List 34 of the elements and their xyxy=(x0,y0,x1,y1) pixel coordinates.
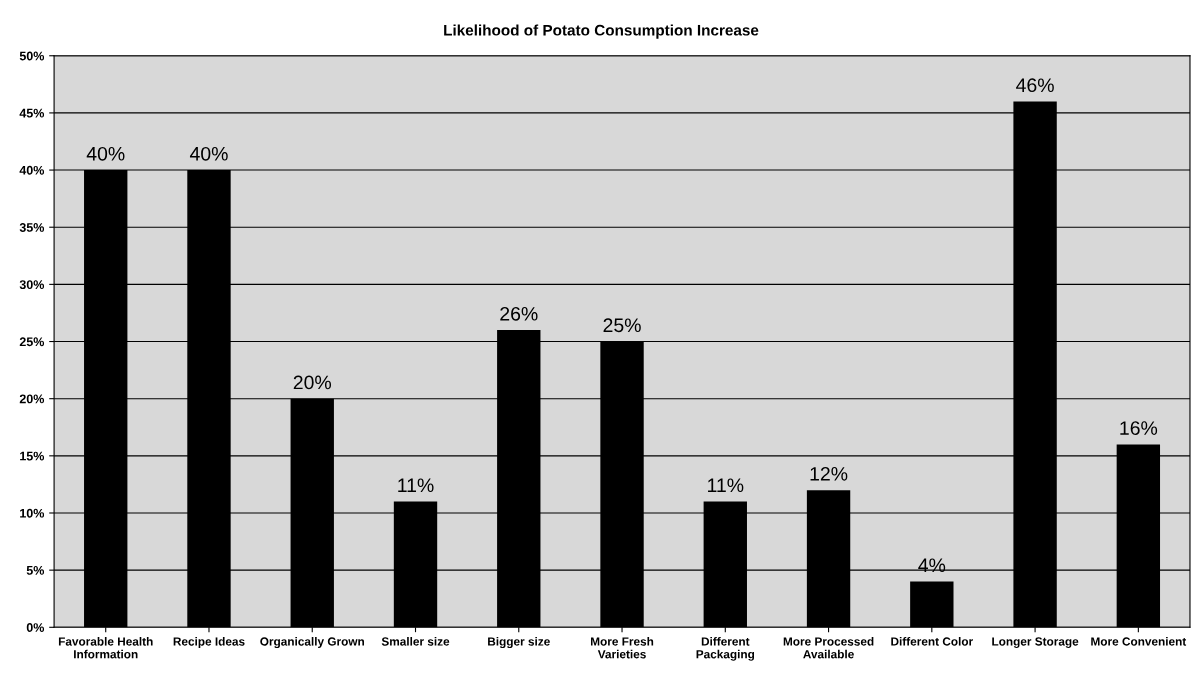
data-label: 20% xyxy=(293,375,332,390)
x-tick-label: Different Packaging xyxy=(696,637,755,661)
x-tick-label: Recipe Ideas xyxy=(173,637,245,649)
chart-title: Likelihood of Potato Consumption Increase xyxy=(444,24,759,39)
x-tick-label: Smaller size xyxy=(381,637,450,646)
data-label: 26% xyxy=(500,306,538,321)
y-tick-label: 0% xyxy=(26,623,45,632)
y-tick-label: 5% xyxy=(26,565,45,575)
data-label: 40% xyxy=(86,146,125,161)
y-tick-label: 50% xyxy=(19,51,45,61)
x-tick-label: Organically Grown xyxy=(260,637,364,649)
data-label: 11% xyxy=(708,478,744,493)
data-label: 46% xyxy=(1016,78,1054,93)
x-tick-label: More Fresh Varieties xyxy=(591,637,654,659)
x-tick-label: More Processed Available xyxy=(783,637,874,659)
x-tick-label: Bigger size xyxy=(488,637,550,649)
x-tick-label: Favorable Health Information xyxy=(58,637,153,659)
data-label: 16% xyxy=(1120,421,1158,436)
y-tick-label: 35% xyxy=(19,223,45,232)
y-tick-label: 15% xyxy=(20,451,45,461)
y-tick-label: 40% xyxy=(19,165,45,175)
x-tick-label: Longer Storage xyxy=(992,637,1079,649)
x-tick-label: Different Color xyxy=(891,637,973,646)
y-tick-label: 20% xyxy=(19,394,45,404)
y-tick-label: 45% xyxy=(19,108,45,118)
data-label: 11% xyxy=(398,478,434,493)
y-tick-label: 30% xyxy=(19,280,45,290)
data-label: 4% xyxy=(918,558,946,573)
data-label: 25% xyxy=(603,318,641,333)
y-tick-label: 10% xyxy=(20,508,45,518)
data-label: 40% xyxy=(189,146,228,161)
data-label: 12% xyxy=(810,466,848,481)
y-tick-label: 25% xyxy=(19,337,45,347)
x-tick-label: More Convenient xyxy=(1091,637,1187,646)
